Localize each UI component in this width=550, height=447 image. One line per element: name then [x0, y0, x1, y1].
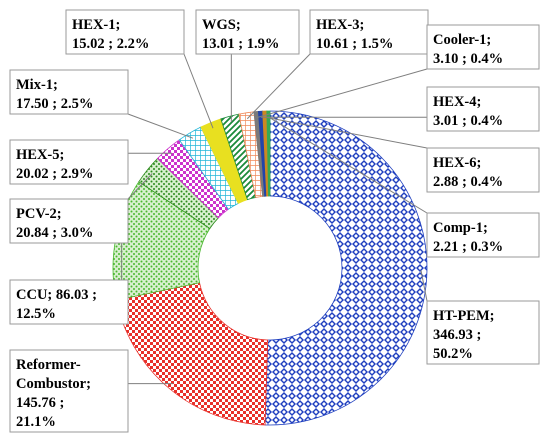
label-text-line: 2.21 ; 0.3%	[433, 239, 503, 255]
label-text-line: Mix-1;	[16, 77, 58, 93]
label-text-line: 20.84 ; 3.0%	[16, 225, 93, 241]
data-label-hex-1: HEX-1; 15.02 ; 2.2%	[65, 9, 185, 55]
leader-line-comp-1	[268, 116, 428, 214]
label-box	[9, 349, 129, 433]
label-text-line: PCV-2;	[16, 206, 62, 222]
label-text-line: HEX-1;	[72, 17, 120, 33]
slices-group	[112, 110, 428, 426]
leader-line-hex-3	[246, 53, 311, 120]
label-box	[426, 147, 540, 193]
data-label-ht-pem: HT-PEM; 346.93 ; 50.2%	[426, 300, 540, 365]
leader-lines-group	[121, 53, 428, 385]
data-label-pcv-2: PCV-2; 20.84 ; 3.0%	[9, 198, 129, 244]
label-text-line: HEX-3;	[316, 17, 364, 33]
label-text-line: 346.93 ;	[433, 327, 481, 343]
label-text-line: 13.01 ; 1.9%	[202, 36, 279, 52]
label-box	[426, 24, 540, 70]
label-box	[9, 198, 129, 244]
label-text-line: CCU; 86.03 ;	[16, 287, 97, 303]
label-text-line: Comp-1;	[433, 220, 488, 236]
data-label-ccu: CCU; 86.03 ; 12.5%	[9, 279, 129, 325]
slice-ht-pem	[264, 110, 428, 426]
data-label-cooler-1: Cooler-1; 3.10 ; 0.4%	[426, 24, 540, 70]
label-text-line: 20.02 ; 2.9%	[16, 166, 93, 182]
data-label-hex-4: HEX-4; 3.01 ; 0.4%	[426, 86, 540, 132]
data-label-mix-1: Mix-1; 17.50 ; 2.5%	[9, 69, 129, 115]
label-text-line: 10.61 ; 1.5%	[316, 36, 393, 52]
label-box	[9, 279, 129, 325]
label-box	[309, 9, 429, 55]
leader-line-ht-pem	[420, 270, 428, 302]
leader-line-hex-6	[264, 116, 428, 149]
label-text-line: 3.01 ; 0.4%	[433, 113, 503, 129]
data-label-hex-3: HEX-3; 10.61 ; 1.5%	[309, 9, 429, 55]
leader-line-hex-1	[183, 53, 214, 129]
label-text-line: 15.02 ; 2.2%	[72, 36, 149, 52]
data-label-comp-1: Comp-1; 2.21 ; 0.3%	[426, 212, 540, 258]
data-label-reformer-combustor: Reformer- Combustor; 145.76 ; 21.1%	[9, 349, 129, 433]
label-box	[65, 9, 185, 55]
label-box	[426, 86, 540, 132]
leader-line-pcv-2	[127, 173, 153, 200]
data-label-hex-5: HEX-5; 20.02 ; 2.9%	[9, 139, 129, 185]
label-text-line: HEX-6;	[433, 155, 481, 171]
label-text-line: Combustor;	[16, 376, 91, 392]
label-box	[195, 9, 300, 55]
label-text-line: Cooler-1;	[433, 32, 491, 48]
label-box	[9, 69, 129, 115]
label-text-line: 21.1%	[16, 414, 56, 430]
label-text-line: 17.50 ; 2.5%	[16, 96, 93, 112]
leader-line-mix-1	[127, 113, 194, 139]
label-text-line: 2.88 ; 0.4%	[433, 174, 503, 190]
label-text-line: HEX-4;	[433, 94, 481, 110]
label-text-line: 12.5%	[16, 306, 56, 322]
slice-comp-1	[266, 110, 271, 197]
label-box	[9, 139, 129, 185]
data-label-hex-6: HEX-6; 2.88 ; 0.4%	[426, 147, 540, 193]
label-box	[426, 212, 540, 258]
label-text-line: HEX-5;	[16, 147, 64, 163]
label-text-line: 145.76 ;	[16, 395, 64, 411]
slice-reformer-combustor	[115, 282, 269, 426]
labels-group: HT-PEM; 346.93 ; 50.2% Reformer- Combustor; 1…	[9, 9, 540, 433]
label-box	[426, 300, 540, 365]
label-text-line: Reformer-	[16, 357, 81, 373]
data-label-wgs: WGS; 13.01 ; 1.9%	[195, 9, 300, 55]
leader-line-cooler-1	[256, 68, 428, 119]
label-text-line: 50.2%	[433, 346, 473, 362]
label-text-line: WGS;	[202, 17, 241, 33]
label-text-line: HT-PEM;	[433, 308, 495, 324]
label-text-line: 3.10 ; 0.4%	[433, 51, 503, 67]
